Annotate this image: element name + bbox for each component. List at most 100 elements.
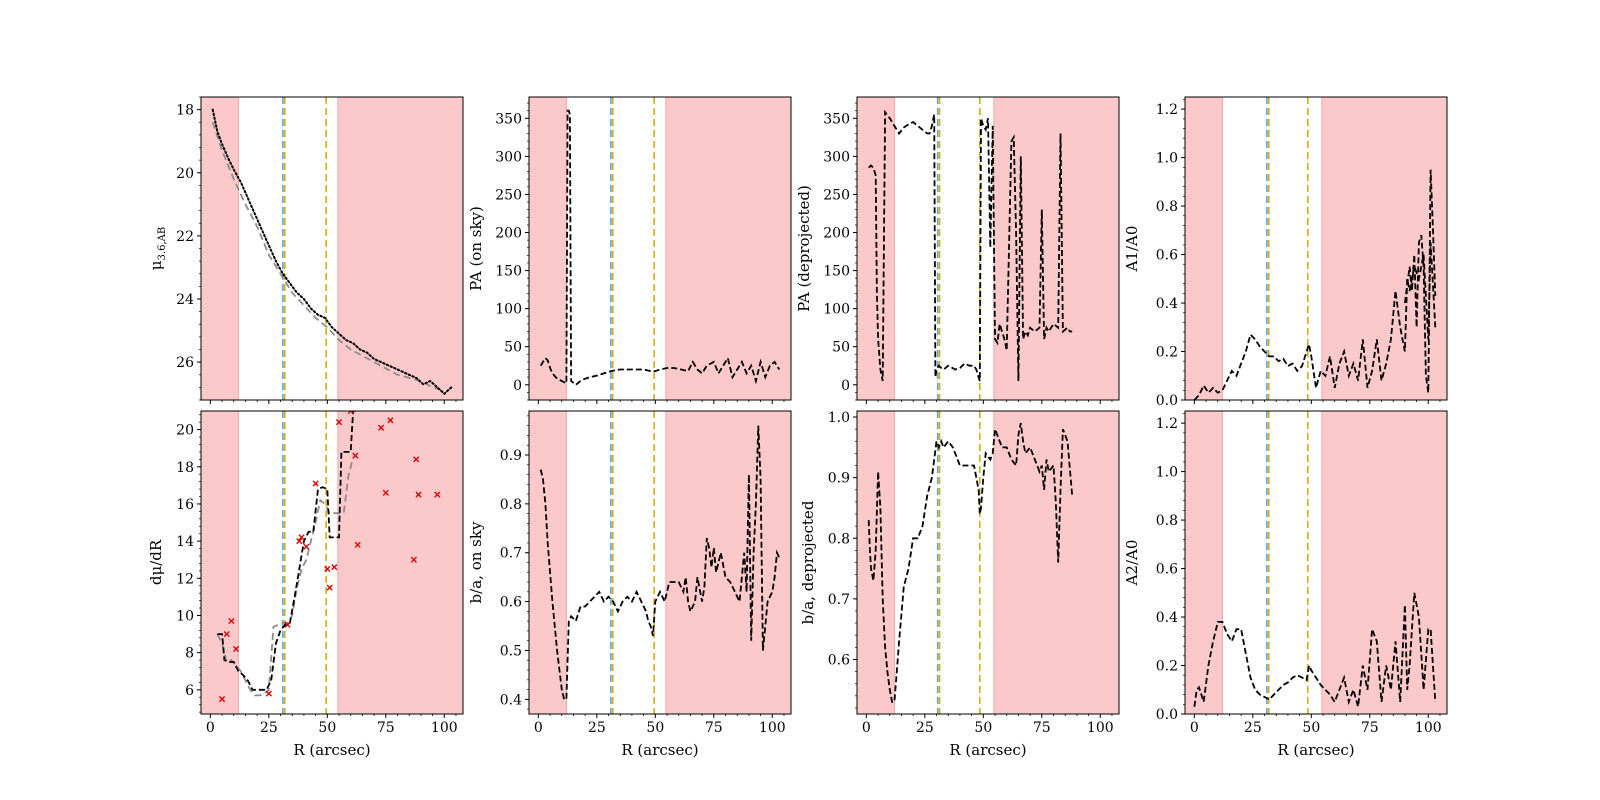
marker-x	[284, 621, 291, 628]
shaded-region	[857, 97, 895, 400]
y-tick-label: 150	[823, 264, 850, 280]
y-tick-label: 350	[823, 111, 850, 127]
marker-x	[228, 617, 235, 625]
shaded-region	[857, 411, 895, 714]
x-tick-label: 0	[534, 720, 543, 736]
y-axis-label: b/a, deprojected	[799, 500, 817, 624]
y-tick-label: 1.0	[828, 410, 850, 426]
shaded-region	[993, 97, 1119, 400]
x-tick-label: 25	[588, 720, 606, 736]
x-tick-label: 100	[1415, 720, 1442, 736]
marker-x	[296, 538, 303, 545]
y-tick-label: 0.5	[500, 643, 522, 659]
axes-frame	[528, 96, 792, 401]
x-tick-label: 25	[916, 720, 934, 736]
y-tick-label: 10	[176, 608, 194, 624]
series-ba	[867, 422, 1074, 703]
marker-x	[331, 564, 338, 571]
y-tick-label: 18	[176, 103, 194, 119]
y-tick-label: 0.8	[1156, 513, 1178, 529]
series-a1_tail	[1404, 169, 1437, 393]
y-tick-label: 250	[823, 187, 850, 203]
shaded-region	[529, 411, 567, 714]
marker-x	[413, 456, 420, 463]
y-tick-label: 200	[823, 226, 850, 242]
marker-x	[378, 424, 385, 431]
axes-frame	[1184, 96, 1448, 401]
y-axis-label: A1/A0	[1123, 226, 1141, 273]
y-tick-label: 0	[513, 378, 522, 394]
y-tick-label: 0.6	[1156, 562, 1178, 578]
y-axis-label: μ3.6,AB	[147, 227, 168, 270]
y-tick-label: 0.8	[1156, 199, 1178, 215]
x-tick-label: 25	[1244, 720, 1262, 736]
y-tick-label: 1.0	[1156, 151, 1178, 167]
y-tick-label: 1.2	[1156, 416, 1178, 432]
y-tick-label: 0	[841, 378, 850, 394]
y-tick-label: 0.7	[828, 592, 850, 608]
shaded-region	[1321, 411, 1447, 714]
y-tick-label: 350	[495, 111, 522, 127]
y-tick-label: 1.0	[1156, 465, 1178, 481]
marker-x	[434, 491, 441, 498]
x-tick-label: 50	[646, 720, 664, 736]
marker-x	[326, 584, 333, 591]
series-a2	[1193, 592, 1437, 707]
x-axis-label: R (arcsec)	[621, 741, 698, 759]
y-tick-label: 0.6	[1156, 248, 1178, 264]
y-tick-label: 0.0	[1156, 707, 1178, 723]
marker-x	[382, 489, 389, 496]
shaded-region	[665, 411, 791, 714]
y-axis-label: PA (on sky)	[467, 206, 485, 291]
marker-x	[415, 491, 422, 498]
y-tick-label: 26	[176, 355, 194, 371]
marker-x	[232, 645, 240, 653]
y-tick-label: 100	[495, 302, 522, 318]
x-axis-label: R (arcsec)	[293, 741, 370, 759]
x-tick-label: 100	[759, 720, 786, 736]
y-tick-label: 250	[495, 187, 522, 203]
x-axis-label: R (arcsec)	[1277, 741, 1354, 759]
panel-a2: 0 25 50 75 100 0.0 0.2 0.4 0.6 0.8 1.0 1.2 A2/A0 R (a…	[1123, 410, 1448, 759]
marker-x	[312, 480, 319, 487]
y-tick-label: 300	[823, 149, 850, 165]
y-axis-label: dμ/dR	[147, 539, 165, 585]
series-pa	[539, 109, 781, 386]
panel-ba_sky: 0 25 50 75 100 0.4 0.5 0.6 0.7 0.8 0.9 b/a, on sky R…	[467, 410, 792, 759]
y-tick-label: 16	[176, 497, 194, 513]
x-tick-label: 0	[1190, 720, 1199, 736]
x-tick-label: 25	[260, 720, 278, 736]
x-tick-label: 0	[862, 720, 871, 736]
x-tick-label: 0	[206, 720, 215, 736]
panel-ba_deproj: 0 25 50 75 100 0.6 0.7 0.8 0.9 1.0 b/a, deprojecte…	[799, 410, 1120, 759]
series-data	[211, 108, 453, 396]
marker-x	[335, 419, 343, 426]
y-axis-label: PA (deprojected)	[795, 185, 813, 312]
shaded-region	[1185, 97, 1223, 400]
y-tick-label: 300	[495, 149, 522, 165]
y-tick-label: 0.4	[1156, 296, 1178, 312]
x-tick-label: 75	[1361, 720, 1379, 736]
x-tick-label: 50	[318, 720, 336, 736]
marker-x	[352, 452, 359, 459]
y-tick-label: 100	[823, 302, 850, 318]
y-tick-label: 0.8	[828, 531, 850, 547]
x-tick-label: 75	[1033, 720, 1051, 736]
x-axis-label: R (arcsec)	[949, 741, 1026, 759]
shaded-region	[1321, 97, 1447, 400]
y-tick-label: 8	[185, 646, 194, 662]
marker-x	[298, 534, 305, 541]
series-pa	[868, 109, 1073, 382]
y-tick-label: 6	[185, 683, 194, 699]
marker-x	[354, 541, 361, 548]
x-tick-label: 75	[705, 720, 723, 736]
panel-dmu: 0 25 50 75 100 6 8 10 12 14 16 18 20 dμ/dR R (arcsec)	[147, 410, 464, 759]
shaded-region	[201, 411, 239, 714]
shaded-region	[337, 411, 463, 714]
marker-x	[324, 565, 331, 573]
marker-x	[347, 411, 354, 415]
y-tick-label: 0.9	[828, 471, 850, 487]
y-tick-label: 50	[504, 340, 522, 356]
shaded-region	[993, 411, 1119, 714]
